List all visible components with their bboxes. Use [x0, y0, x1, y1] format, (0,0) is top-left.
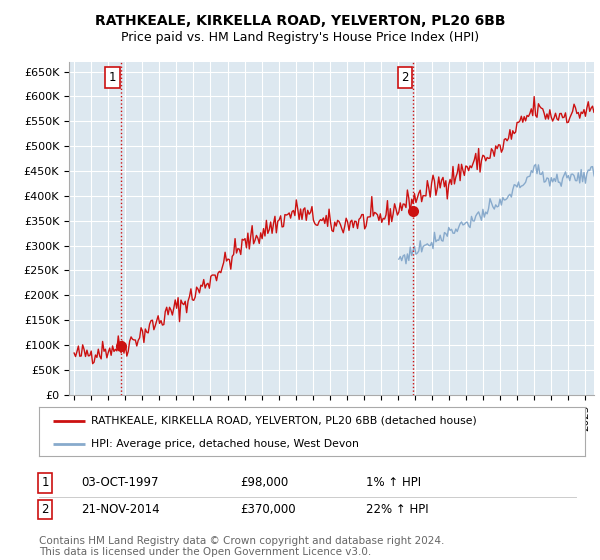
Text: HPI: Average price, detached house, West Devon: HPI: Average price, detached house, West…	[91, 439, 359, 449]
Text: 1: 1	[41, 476, 49, 489]
Text: 03-OCT-1997: 03-OCT-1997	[81, 476, 158, 489]
Text: Contains HM Land Registry data © Crown copyright and database right 2024.
This d: Contains HM Land Registry data © Crown c…	[39, 535, 445, 557]
Text: 1% ↑ HPI: 1% ↑ HPI	[366, 476, 421, 489]
Text: £98,000: £98,000	[240, 476, 288, 489]
Text: 22% ↑ HPI: 22% ↑ HPI	[366, 503, 428, 516]
Text: RATHKEALE, KIRKELLA ROAD, YELVERTON, PL20 6BB (detached house): RATHKEALE, KIRKELLA ROAD, YELVERTON, PL2…	[91, 416, 476, 426]
Text: £370,000: £370,000	[240, 503, 296, 516]
Text: 1: 1	[109, 71, 116, 84]
Text: RATHKEALE, KIRKELLA ROAD, YELVERTON, PL20 6BB: RATHKEALE, KIRKELLA ROAD, YELVERTON, PL2…	[95, 14, 505, 28]
Text: 21-NOV-2014: 21-NOV-2014	[81, 503, 160, 516]
Text: 2: 2	[41, 503, 49, 516]
Text: 2: 2	[401, 71, 409, 84]
Text: Price paid vs. HM Land Registry's House Price Index (HPI): Price paid vs. HM Land Registry's House …	[121, 31, 479, 44]
